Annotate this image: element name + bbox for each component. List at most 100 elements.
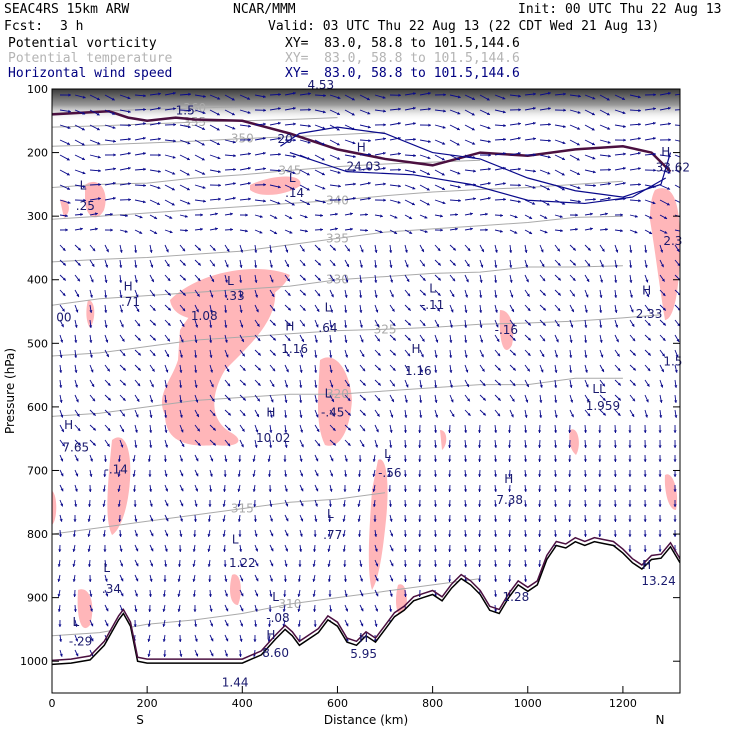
wind-vector — [208, 574, 212, 583]
wind-vector-head — [151, 293, 155, 297]
wind-vector-head — [150, 264, 154, 268]
wind-vector — [269, 334, 277, 341]
wind-vector — [89, 589, 93, 597]
wind-vector — [313, 619, 317, 628]
wind-vector — [59, 469, 64, 477]
wind-vector-head — [88, 504, 92, 507]
wind-vector-head — [157, 106, 161, 110]
wind-vector-head — [187, 125, 191, 129]
wind-vector — [224, 574, 228, 582]
wind-vector-head — [503, 197, 506, 201]
wind-vector-head — [57, 593, 61, 597]
wind-vector-head — [583, 489, 587, 492]
wind-vector-head — [164, 564, 168, 567]
wind-vector — [194, 349, 198, 358]
wind-vector — [253, 634, 257, 643]
wind-vector-head — [167, 292, 171, 296]
wind-vector — [284, 259, 290, 268]
wind-vector-head — [105, 264, 109, 268]
wind-vector-head — [104, 295, 108, 298]
wind-vector-head — [195, 458, 199, 462]
wind-vector — [357, 499, 361, 507]
wind-vector-head — [523, 459, 528, 462]
wind-vector-head — [413, 137, 416, 141]
wind-vector-head — [149, 503, 153, 507]
wind-vector-head — [575, 213, 578, 217]
wind-vector-head — [164, 415, 168, 418]
wind-vector-head — [132, 458, 136, 462]
wind-vector — [59, 169, 70, 176]
pv-region — [161, 278, 276, 446]
wind-vector — [374, 289, 378, 298]
wind-vector-head — [142, 136, 146, 140]
wind-vector — [464, 364, 469, 373]
wind-vector — [523, 499, 528, 508]
wind-vector — [524, 334, 532, 341]
wind-vector-head — [327, 548, 331, 552]
wind-vector — [628, 529, 632, 538]
wind-vector — [179, 469, 184, 477]
wind-vector — [224, 228, 234, 232]
wind-vector — [418, 484, 422, 493]
wind-vector — [284, 364, 289, 373]
wind-vector-head — [107, 382, 111, 386]
wind-vector — [494, 124, 507, 128]
wind-vector — [74, 439, 82, 446]
wind-vector — [539, 214, 548, 219]
wind-vector-head — [263, 122, 266, 126]
wind-vector — [254, 349, 262, 356]
wind-vector — [312, 574, 316, 582]
wind-vector-head — [182, 277, 186, 281]
wind-vector — [87, 529, 91, 537]
wind-vector — [59, 274, 67, 281]
wind-vector — [329, 139, 340, 146]
wind-vector-head — [185, 228, 188, 232]
wind-vector — [59, 649, 63, 657]
wind-vector-head — [67, 200, 71, 204]
wind-vector — [164, 334, 171, 342]
wind-vector — [374, 304, 379, 313]
wind-vector-head — [448, 564, 452, 567]
wind-vector — [449, 304, 454, 313]
wind-vector — [598, 529, 602, 538]
wind-vector — [628, 439, 632, 449]
wind-vector-head — [68, 109, 71, 113]
wind-vector — [299, 394, 303, 403]
wind-vector-head — [112, 196, 116, 200]
wind-vector — [584, 124, 595, 131]
wind-vector — [89, 634, 94, 642]
wind-vector-head — [182, 262, 186, 266]
wind-vector — [554, 394, 558, 403]
wind-vector — [269, 199, 281, 205]
wind-vector — [119, 94, 131, 100]
wind-vector-head — [103, 459, 107, 462]
wind-vector — [74, 634, 79, 642]
wind-vector-head — [553, 459, 558, 462]
wind-vector-head — [60, 339, 64, 343]
wind-vector — [74, 227, 83, 231]
wind-vector — [344, 244, 351, 252]
wind-vector — [344, 364, 349, 373]
wind-vector — [629, 137, 641, 141]
wind-vector — [222, 529, 226, 537]
wind-vector-head — [117, 504, 121, 507]
wind-vector-head — [478, 519, 482, 522]
wind-vector — [209, 619, 214, 627]
wind-vector-head — [539, 415, 543, 418]
wind-vector — [493, 589, 498, 598]
wind-vector-head — [538, 445, 542, 448]
wind-vector — [614, 181, 626, 186]
wind-vector — [643, 499, 647, 508]
wind-vector — [463, 499, 468, 508]
wind-vector-head — [165, 488, 169, 492]
wind-vector — [119, 166, 131, 171]
wind-vector — [554, 214, 563, 218]
wind-vector-head — [135, 548, 139, 552]
wind-vector — [524, 364, 531, 372]
wind-vector-head — [133, 624, 137, 627]
wind-vector — [553, 499, 558, 508]
wind-vector-head — [60, 503, 64, 507]
wind-vector-head — [464, 325, 468, 328]
wind-vector-head — [608, 154, 611, 158]
wind-vector-head — [383, 123, 386, 127]
